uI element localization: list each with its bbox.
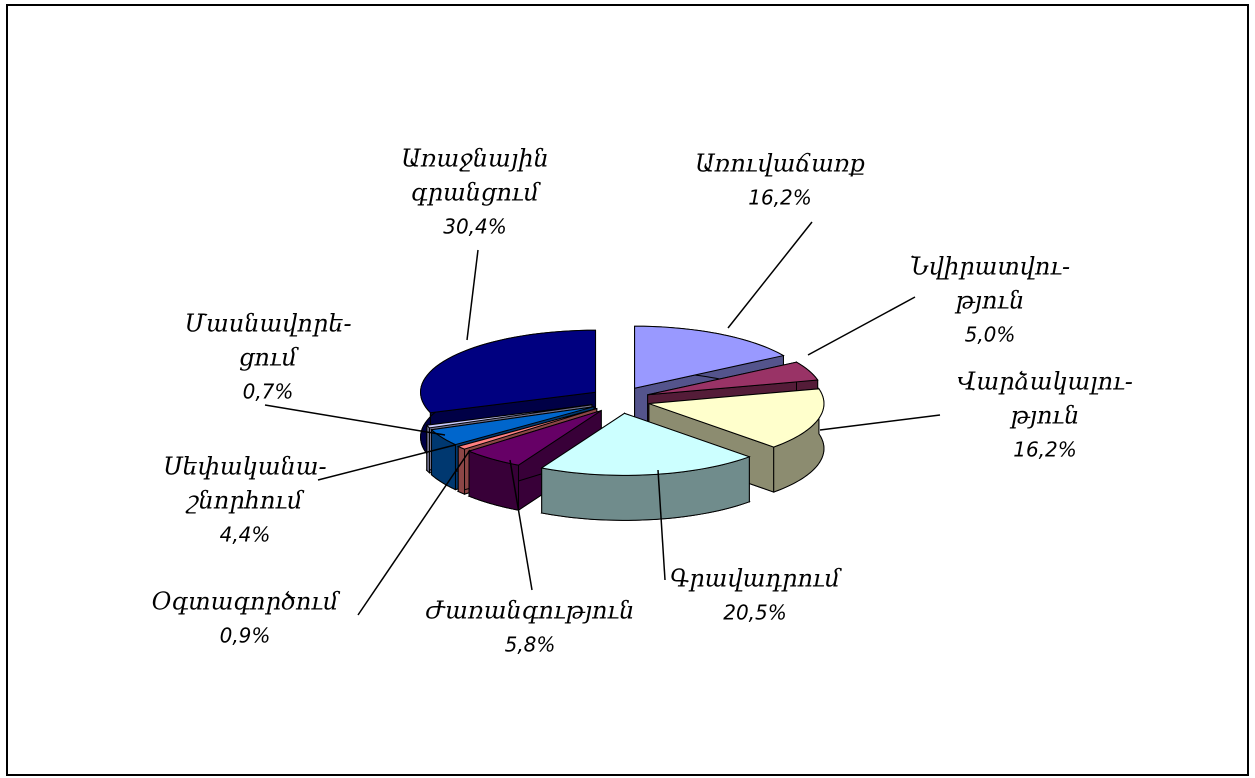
leader-line <box>509 459 533 591</box>
leader-line <box>819 414 941 431</box>
slice-top <box>647 361 819 396</box>
labels: Առուվաճառք 16,2% Նվիրատվու-թյուն 5,0% Վարձակ… <box>152 145 1133 657</box>
slice-label: Նվիրատվու- <box>910 253 1070 281</box>
value-label: 20,5% <box>723 601 787 625</box>
chart-frame <box>6 4 1249 776</box>
slice-label: Առուվաճառք <box>695 150 865 178</box>
slice-top <box>634 325 785 389</box>
slice-label: շնորհում <box>185 487 305 515</box>
value-label: 16,2% <box>748 186 812 210</box>
slice-label: թյուն <box>1010 402 1080 430</box>
value-label: 5,0% <box>965 323 1016 347</box>
slice-label: գրանցում <box>411 179 542 207</box>
slice-top <box>456 408 597 450</box>
slice-label: ցում <box>239 344 300 372</box>
slice-top <box>648 388 825 448</box>
leader-line <box>466 249 479 341</box>
slice-label: Սեփականա- <box>163 453 326 481</box>
slice-label: Առաջնային <box>401 145 548 173</box>
slice-side <box>457 445 466 495</box>
slice-label: Վարձակալու- <box>957 368 1133 396</box>
slice-top <box>425 404 592 429</box>
value-label: 0,9% <box>220 624 271 648</box>
value-label: 5,8% <box>505 633 556 657</box>
value-label: 0,7% <box>243 380 294 404</box>
leader-line <box>807 296 916 356</box>
slice-label: Մասնավորե- <box>184 310 351 338</box>
value-label: 4,4% <box>220 523 271 547</box>
slice-top <box>420 329 597 414</box>
slice-label: թյուն <box>955 287 1025 315</box>
leader-line <box>657 469 666 581</box>
pie-tops <box>420 325 825 476</box>
value-label: 16,2% <box>1013 438 1077 462</box>
leader-line <box>357 449 471 616</box>
slice-top <box>540 412 751 476</box>
value-label: 30,4% <box>443 215 507 239</box>
leader-line <box>317 444 456 481</box>
leader-line <box>264 404 446 436</box>
leader-line <box>727 221 813 329</box>
slice-label: Ժառանգություն <box>426 597 635 625</box>
slice-top <box>430 406 595 446</box>
slice-label: Գրավադրում <box>670 565 843 593</box>
slice-label: Օգտագործում <box>152 588 341 616</box>
